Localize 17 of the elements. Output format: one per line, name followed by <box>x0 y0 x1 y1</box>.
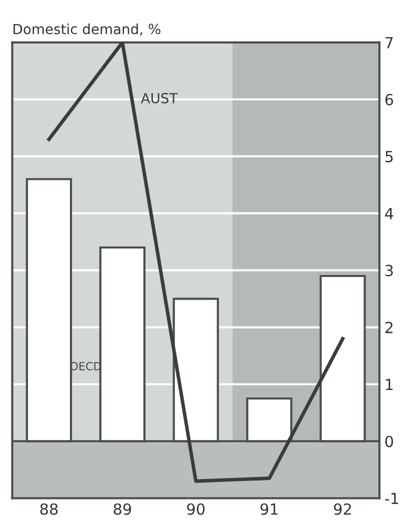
y-tick-label: 1 <box>386 378 393 390</box>
y-tick-label: 5 <box>385 151 393 162</box>
y-tick-label: 3 <box>385 264 393 276</box>
series-label: AUST <box>140 92 178 104</box>
x-tick-label: 88 <box>40 503 58 515</box>
chart-title: Domestic demand, % <box>14 24 160 36</box>
y-tick-label: 6 <box>385 94 394 106</box>
y-tick-label: -1 <box>385 492 398 504</box>
x-tick-label: 92 <box>334 503 351 515</box>
y-tick-label: 2 <box>385 322 392 334</box>
y-tick-label: 0 <box>385 436 394 448</box>
y-tick-label: 4 <box>385 208 394 220</box>
x-tick-label: 90 <box>187 503 205 515</box>
y-tick-label: 7 <box>386 37 393 48</box>
x-tick-label: 89 <box>114 503 132 515</box>
line-series <box>47 42 344 483</box>
x-tick-label: 91 <box>260 503 278 515</box>
